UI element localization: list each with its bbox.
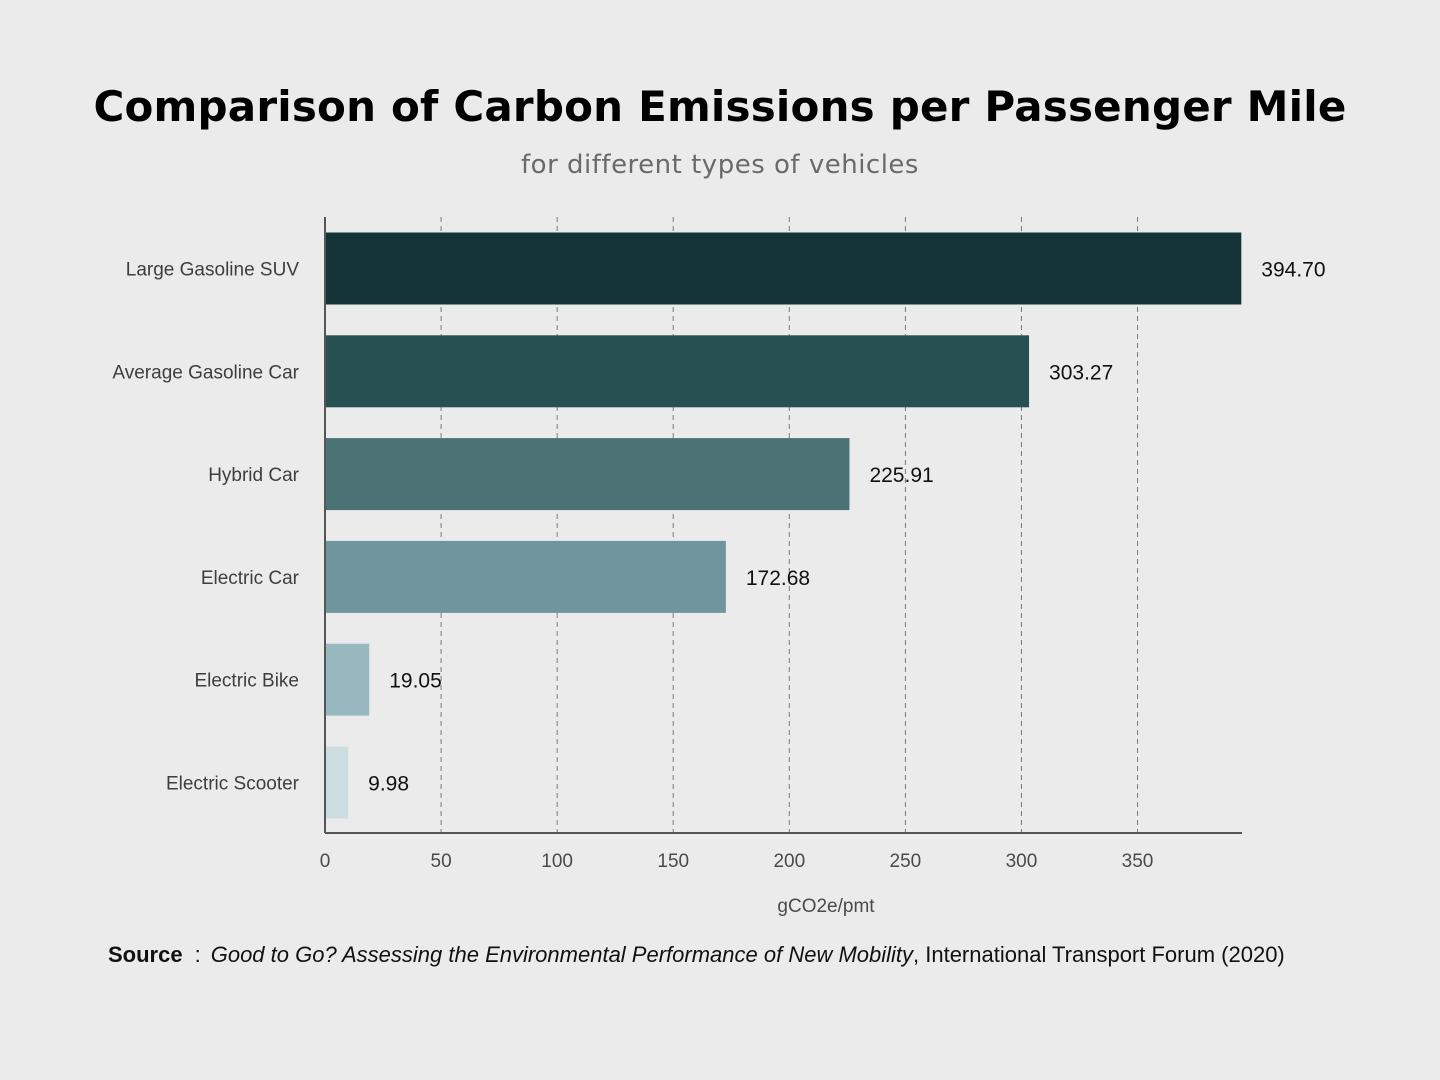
category-label: Average Gasoline Car: [112, 362, 299, 383]
x-tick-label: 250: [890, 851, 922, 872]
bar: [325, 540, 726, 613]
category-label: Electric Bike: [194, 671, 299, 692]
x-axis-label: gCO2e/pmt: [777, 896, 875, 917]
source-note: Source: Good to Go? Assessing the Environ…: [108, 942, 1285, 968]
bar: [325, 335, 1030, 408]
chart-subtitle: for different types of vehicles: [521, 150, 919, 180]
bar: [325, 746, 349, 819]
value-label: 225.91: [869, 464, 933, 487]
bar: [325, 438, 850, 511]
x-tick-label: 200: [773, 851, 805, 872]
bars: [325, 232, 1242, 819]
axes: [324, 217, 1242, 834]
category-label: Large Gasoline SUV: [126, 260, 300, 281]
value-labels: 394.70 303.27 225.91 172.68 19.05 9.98: [368, 259, 1325, 796]
grid-lines: [440, 217, 1139, 833]
source-publication: Good to Go? Assessing the Environmental …: [210, 942, 914, 967]
x-tick-label: 100: [541, 851, 573, 872]
category-labels: Large Gasoline SUV Average Gasoline Car Hy…: [112, 260, 299, 795]
value-label: 303.27: [1049, 361, 1113, 384]
value-label: 172.68: [746, 567, 810, 590]
x-tick-label: 350: [1122, 851, 1154, 872]
category-label: Electric Scooter: [166, 774, 300, 795]
bar: [325, 232, 1242, 305]
x-tick-label: 300: [1006, 851, 1038, 872]
value-label: 19.05: [389, 670, 442, 693]
x-tick-label: 50: [431, 851, 452, 872]
category-label: Hybrid Car: [208, 465, 299, 486]
source-rest: , International Transport Forum (2020): [913, 942, 1285, 967]
x-tick-label: 0: [320, 851, 331, 872]
bar: [325, 643, 370, 716]
x-tick-label: 150: [657, 851, 689, 872]
chart-title: Comparison of Carbon Emissions per Passe…: [93, 82, 1347, 131]
value-label: 9.98: [368, 773, 409, 796]
x-tick-labels: 0 50 100 150 200 250 300 350: [320, 851, 1154, 872]
category-label: Electric Car: [201, 568, 300, 589]
value-label: 394.70: [1261, 259, 1325, 282]
source-separator: :: [194, 942, 201, 967]
source-label: Source: [108, 942, 183, 967]
